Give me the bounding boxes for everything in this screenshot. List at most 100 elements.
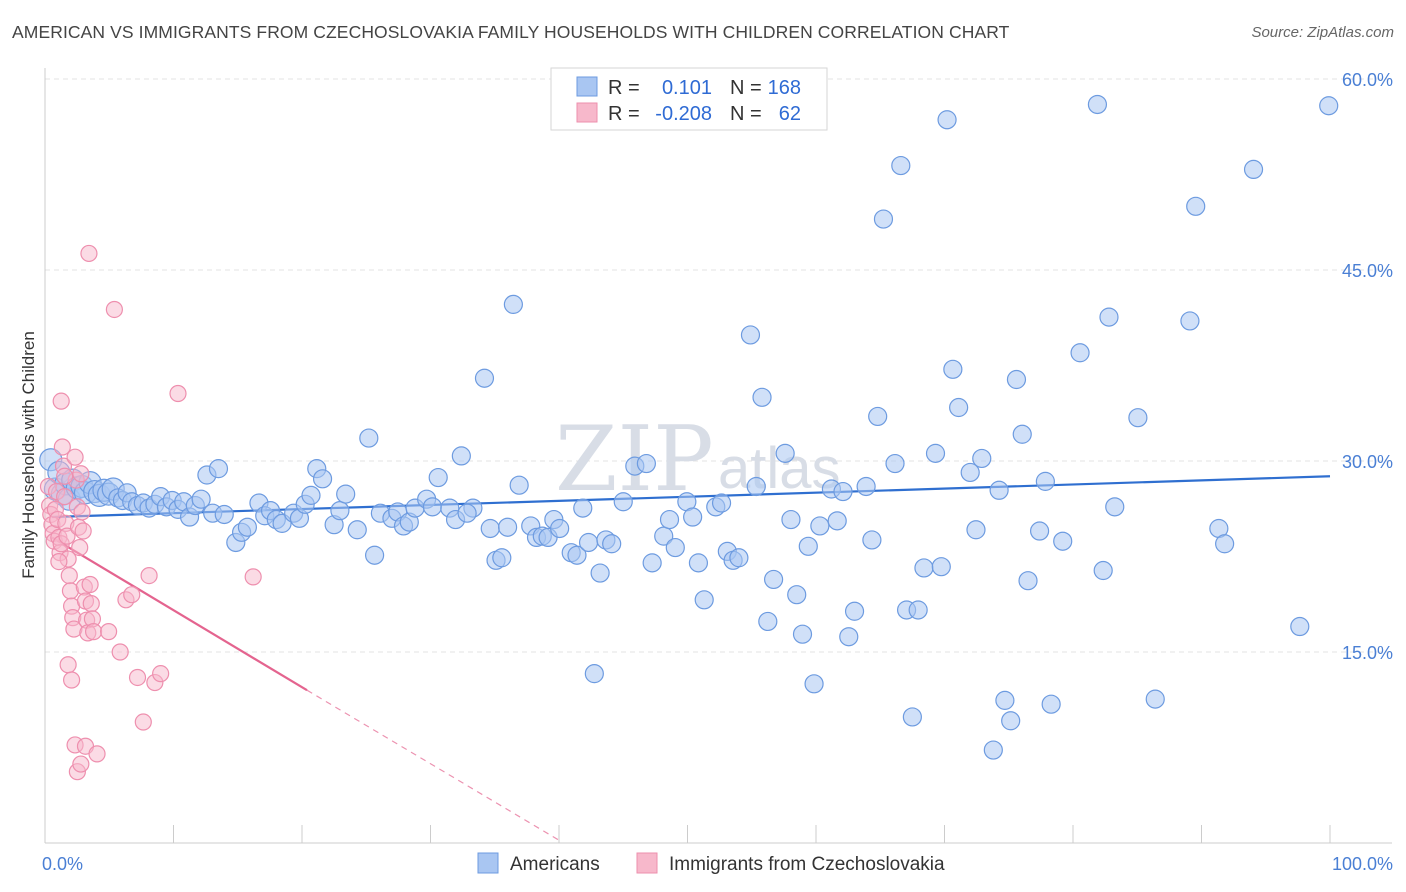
americans-point-85: [590, 563, 610, 583]
americans-point-165: [503, 294, 523, 314]
americans-point-164: [584, 664, 604, 684]
americans-point-103: [729, 548, 749, 568]
americans-point-120: [844, 601, 865, 621]
americans-point-126: [891, 155, 911, 176]
legend-r-label-americans: R =: [608, 77, 640, 99]
immigrants-point-16: [58, 527, 76, 545]
americans-point-35: [214, 504, 234, 525]
americans-point-100: [711, 493, 732, 513]
americans-point-117: [827, 511, 847, 531]
y-tick-label-45: 45.0%: [1342, 261, 1393, 281]
immigrants-point-61: [50, 552, 68, 571]
immigrants-point-60: [244, 568, 262, 586]
immigrants-point-54: [128, 668, 147, 687]
immigrants-point-50: [105, 300, 123, 319]
y-axis-title: Family Households with Children: [19, 331, 38, 579]
americans-point-112: [792, 624, 813, 644]
immigrants-point-53: [123, 586, 141, 604]
immigrants-point-36: [81, 575, 99, 594]
americans-point-137: [966, 520, 986, 540]
americans-point-118: [833, 481, 853, 502]
americans-point-88: [613, 492, 633, 512]
americans-point-139: [983, 740, 1003, 760]
americans-point-104: [740, 325, 761, 345]
series-americans: [39, 94, 1339, 760]
americans-point-155: [1128, 408, 1148, 428]
americans-point-109: [775, 443, 795, 463]
americans-point-147: [1035, 471, 1055, 491]
chart-title: AMERICAN VS IMMIGRANTS FROM CZECHOSLOVAK…: [12, 22, 1010, 42]
americans-point-121: [856, 476, 876, 497]
legend-swatch-immigrants: [576, 102, 598, 123]
series-immigrants: [39, 244, 262, 781]
correlation-legend: R = 0.101 N = 168 R = -0.208 N = 62: [550, 67, 828, 131]
immigrants-point-41: [56, 467, 74, 485]
immigrants-point-23: [66, 448, 84, 466]
americans-point-55: [365, 545, 385, 565]
americans-point-158: [1186, 196, 1206, 216]
americans-point-123: [868, 406, 888, 427]
legend-n-value-immigrants: 62: [779, 103, 801, 125]
americans-point-145: [1018, 571, 1038, 591]
americans-point-49: [312, 469, 333, 489]
immigrants-point-56: [140, 566, 158, 585]
americans-point-91: [642, 553, 662, 573]
americans-point-151: [1087, 94, 1108, 115]
immigrants-point-27: [71, 538, 89, 557]
y-tick-label-15: 15.0%: [1342, 643, 1393, 663]
americans-point-80: [550, 518, 570, 539]
americans-point-105: [746, 476, 766, 497]
americans-point-108: [763, 569, 784, 590]
americans-point-64: [428, 467, 448, 488]
y-tick-label-60: 60.0%: [1342, 70, 1393, 90]
americans-point-157: [1180, 311, 1200, 331]
americans-point-154: [1105, 497, 1125, 517]
americans-point-69: [474, 368, 495, 388]
americans-point-133: [937, 110, 957, 130]
immigrants-trend-line-extension: [306, 689, 563, 843]
americans-point-51: [330, 501, 350, 521]
americans-point-143: [1006, 369, 1027, 390]
americans-point-140: [989, 480, 1009, 500]
americans-point-122: [862, 530, 882, 550]
americans-point-166: [457, 503, 477, 523]
immigrants-point-37: [82, 595, 100, 613]
legend-r-label-immigrants: R =: [608, 103, 640, 125]
americans-point-141: [995, 690, 1015, 710]
americans-point-82: [567, 545, 587, 565]
americans-point-161: [1243, 159, 1264, 180]
americans-point-160: [1215, 534, 1235, 554]
americans-point-124: [873, 209, 894, 229]
americans-point-129: [908, 600, 928, 620]
americans-point-150: [1070, 343, 1090, 363]
americans-point-96: [683, 507, 703, 527]
americans-point-107: [758, 611, 778, 632]
americans-point-162: [1290, 616, 1310, 637]
americans-point-111: [787, 585, 807, 605]
americans-point-156: [1145, 689, 1165, 709]
americans-point-72: [492, 548, 512, 568]
americans-point-125: [885, 453, 905, 474]
americans-point-63: [422, 497, 443, 517]
americans-point-144: [1012, 424, 1032, 444]
y-tick-labels: 15.0% 30.0% 45.0% 60.0%: [1342, 70, 1393, 663]
immigrants-point-39: [84, 623, 103, 641]
bottom-legend-label-americans: Americans: [510, 854, 600, 875]
americans-point-34: [208, 459, 229, 479]
americans-point-149: [1053, 531, 1073, 551]
y-tick-label-30: 30.0%: [1342, 452, 1393, 472]
americans-point-113: [798, 536, 818, 556]
americans-point-94: [665, 537, 685, 558]
americans-point-84: [573, 498, 593, 518]
bottom-legend-swatch-americans: [477, 852, 499, 874]
immigrants-point-51: [111, 643, 129, 661]
americans-point-74: [509, 475, 529, 495]
americans-point-136: [960, 462, 980, 483]
bottom-legend-swatch-immigrants: [636, 852, 658, 874]
immigrants-point-46: [72, 755, 90, 773]
legend-r-value-americans: 0.101: [662, 77, 712, 99]
americans-point-98: [694, 590, 714, 610]
americans-point-138: [972, 448, 992, 469]
immigrants-point-40: [52, 392, 70, 410]
americans-point-135: [949, 397, 969, 418]
